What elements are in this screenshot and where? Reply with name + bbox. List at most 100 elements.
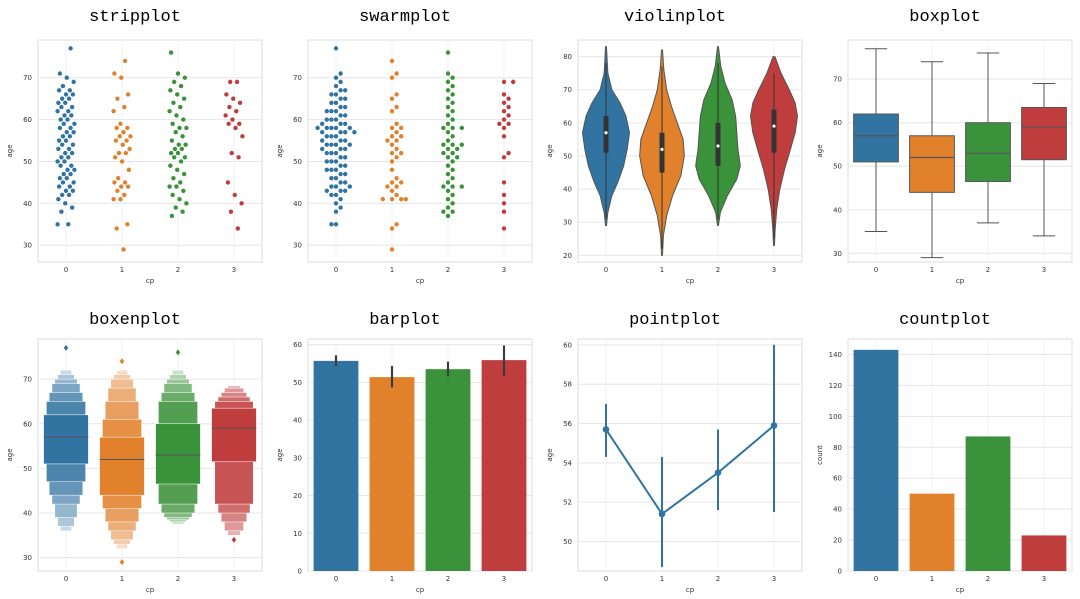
x-tick-label: 3 (1042, 266, 1046, 274)
x-tick-label: 2 (446, 575, 450, 583)
data-point (459, 125, 464, 131)
data-point (441, 184, 446, 189)
data-point (389, 167, 395, 173)
data-point (338, 138, 343, 143)
x-tick-label: 3 (502, 266, 506, 274)
x-tick-label: 0 (874, 266, 878, 274)
data-point (343, 155, 348, 160)
chart-title: boxenplot (89, 311, 181, 330)
data-point (118, 196, 123, 202)
data-point (59, 142, 65, 147)
data-point (338, 129, 343, 135)
data-point (352, 129, 357, 135)
y-tick-label: 40 (293, 200, 302, 208)
data-point (501, 125, 507, 131)
box (965, 122, 1011, 182)
data-point (320, 138, 325, 143)
data-point (125, 92, 131, 97)
data-point (66, 155, 71, 160)
data-point (180, 134, 185, 139)
data-point (501, 226, 507, 231)
bar (425, 369, 471, 571)
data-point (333, 192, 339, 198)
y-axis-label: age (816, 144, 824, 157)
data-point (445, 96, 451, 101)
data-point (338, 146, 343, 152)
data-point (59, 96, 65, 101)
data-point (445, 155, 451, 160)
data-point (172, 146, 178, 152)
boxen-box (99, 436, 145, 496)
y-tick-label: 50 (293, 379, 302, 387)
data-point (119, 184, 124, 189)
data-point (128, 134, 133, 139)
data-point (168, 88, 173, 93)
data-point (62, 113, 67, 118)
data-point (59, 155, 64, 160)
data-point (338, 205, 343, 210)
data-point (227, 104, 232, 110)
data-point (183, 142, 188, 147)
y-tick-label: 140 (829, 351, 842, 359)
data-point (333, 142, 339, 147)
data-point (173, 205, 178, 210)
data-point (68, 46, 73, 51)
data-point (175, 167, 180, 173)
data-point (56, 184, 62, 189)
data-point (394, 138, 399, 143)
violin-median (604, 131, 608, 135)
data-point (122, 58, 128, 64)
data-point (229, 150, 234, 156)
plot-area (577, 338, 803, 572)
x-tick-label: 0 (874, 575, 878, 583)
data-point (333, 159, 339, 164)
y-tick-label: 120 (829, 382, 842, 390)
data-point (169, 138, 175, 143)
data-point (329, 222, 334, 227)
y-tick-label: 60 (563, 341, 572, 349)
y-tick-label: 70 (23, 376, 32, 384)
data-point (338, 88, 343, 93)
data-point (445, 171, 451, 177)
data-point (329, 150, 334, 156)
boxen-box (43, 414, 89, 465)
data-point (501, 201, 507, 206)
outlier-point (119, 358, 125, 365)
data-point (445, 146, 451, 152)
y-axis-label: age (6, 144, 14, 157)
y-tick-label: 54 (563, 459, 572, 467)
violin-median (660, 147, 664, 151)
y-tick-label: 20 (563, 252, 572, 260)
y-tick-label: 56 (563, 420, 572, 428)
data-point (333, 150, 339, 156)
data-point (343, 180, 348, 185)
y-tick-label: 50 (23, 465, 32, 473)
data-point (497, 121, 502, 126)
data-point (333, 222, 339, 227)
data-point (56, 100, 61, 106)
violin-iqr (659, 132, 665, 173)
data-point (385, 184, 390, 189)
data-point (385, 138, 390, 143)
data-point (506, 113, 511, 118)
data-point (329, 109, 334, 114)
data-point (501, 100, 507, 106)
violin-iqr (771, 109, 777, 153)
data-point (501, 180, 507, 185)
bar (313, 360, 359, 571)
x-tick-label: 2 (176, 266, 180, 274)
data-point (57, 176, 63, 181)
data-point (173, 129, 178, 135)
y-tick-label: 20 (833, 537, 842, 545)
y-tick-label: 30 (293, 242, 302, 250)
bar (965, 436, 1011, 571)
data-point (63, 138, 69, 143)
data-point (112, 180, 117, 185)
data-point (329, 100, 334, 106)
y-tick-label: 50 (23, 158, 32, 166)
data-point (168, 150, 174, 156)
data-point (329, 176, 334, 181)
data-point (59, 209, 64, 214)
data-point (324, 109, 329, 114)
y-tick-label: 30 (833, 250, 842, 258)
